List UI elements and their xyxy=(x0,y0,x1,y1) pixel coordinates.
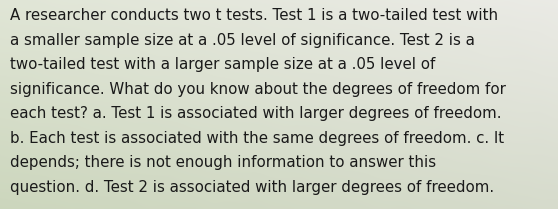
Text: depends; there is not enough information to answer this: depends; there is not enough information… xyxy=(10,155,436,170)
Text: each test? a. Test 1 is associated with larger degrees of freedom.: each test? a. Test 1 is associated with … xyxy=(10,106,502,121)
Text: question. d. Test 2 is associated with larger degrees of freedom.: question. d. Test 2 is associated with l… xyxy=(10,180,494,195)
Text: two-tailed test with a larger sample size at a .05 level of: two-tailed test with a larger sample siz… xyxy=(10,57,435,72)
Text: b. Each test is associated with the same degrees of freedom. c. It: b. Each test is associated with the same… xyxy=(10,131,504,146)
Text: a smaller sample size at a .05 level of significance. Test 2 is a: a smaller sample size at a .05 level of … xyxy=(10,33,475,48)
Text: A researcher conducts two t tests. Test 1 is a two-tailed test with: A researcher conducts two t tests. Test … xyxy=(10,8,498,23)
Text: significance. What do you know about the degrees of freedom for: significance. What do you know about the… xyxy=(10,82,506,97)
